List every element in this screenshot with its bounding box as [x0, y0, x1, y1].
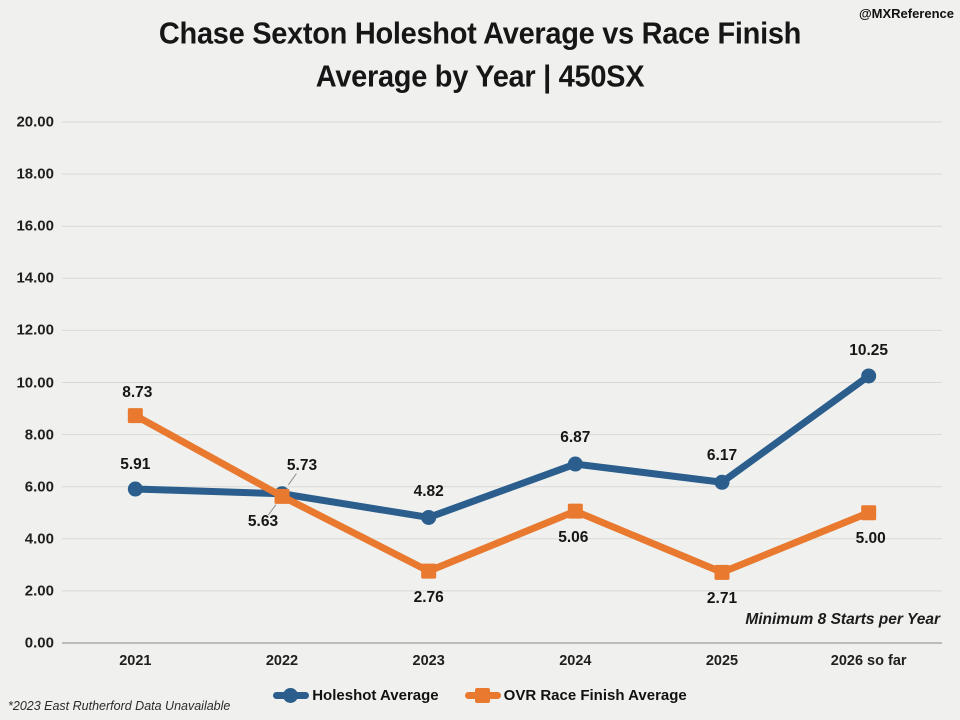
chart-title-line2: Average by Year | 450SX — [315, 60, 645, 94]
square-marker — [714, 564, 730, 580]
legend-label: OVR Race Finish Average — [503, 687, 687, 704]
data-label: 5.06 — [558, 529, 589, 547]
x-axis-category-label: 2025 — [705, 653, 739, 669]
circle-marker — [861, 368, 877, 384]
circle-marker — [714, 474, 730, 490]
data-label: 5.63 — [247, 513, 279, 531]
legend-label: Holeshot Average — [312, 687, 439, 704]
y-axis-tick-label: 2.00 — [24, 582, 54, 600]
data-label: 4.82 — [413, 483, 444, 501]
series-line-holeshot — [131, 372, 873, 521]
legend-marker — [283, 688, 299, 703]
y-axis-tick-label: 8.00 — [24, 426, 54, 444]
circle-legend-swatch-icon — [273, 688, 310, 704]
y-axis-tick-label: 12.00 — [16, 321, 54, 339]
square-legend-swatch-icon — [464, 688, 501, 704]
chart-title: Chase Sexton Holeshot Average vs Race Fi… — [0, 13, 960, 99]
data-label: 6.17 — [706, 447, 738, 465]
series-line-finish — [131, 412, 873, 576]
x-axis-category-label: 2022 — [265, 653, 299, 669]
label-leader-line — [287, 473, 297, 486]
data-label: 2.71 — [706, 590, 738, 608]
watermark: @MXReference — [858, 6, 954, 21]
y-axis-tick-label: 10.00 — [16, 374, 54, 391]
data-label: 10.25 — [849, 341, 889, 359]
legend-item-holeshot: Holeshot Average — [273, 687, 439, 704]
y-axis-tick-label: 20.00 — [16, 113, 54, 131]
square-marker — [421, 563, 437, 579]
chart-title-line1: Chase Sexton Holeshot Average vs Race Fi… — [158, 17, 802, 51]
circle-marker — [567, 456, 583, 472]
data-label: 5.00 — [855, 529, 886, 547]
circle-marker — [127, 481, 143, 497]
circle-marker — [421, 509, 437, 525]
label-leader-line — [267, 504, 277, 516]
y-axis-tick-label: 6.00 — [24, 478, 54, 496]
square-marker — [861, 505, 877, 521]
x-axis-category-label: 2023 — [412, 653, 445, 669]
y-axis-tick-label: 0.00 — [24, 634, 54, 652]
data-label: 2.76 — [413, 589, 444, 607]
y-axis-tick-label: 16.00 — [16, 217, 54, 235]
data-label: 5.73 — [286, 456, 318, 474]
legend-item-finish: OVR Race Finish Average — [464, 687, 687, 704]
square-marker — [567, 503, 583, 519]
legend-marker — [474, 688, 490, 703]
data-label: 6.87 — [560, 429, 591, 447]
data-label: 5.91 — [120, 456, 151, 474]
footnote: *2023 East Rutherford Data Unavailable — [8, 699, 231, 713]
y-axis-tick-label: 18.00 — [16, 165, 54, 183]
square-marker — [127, 408, 143, 424]
y-axis-tick-label: 4.00 — [24, 530, 54, 548]
legend: Holeshot Average OVR Race Finish Average — [0, 687, 960, 704]
y-axis-tick-label: 14.00 — [16, 269, 54, 287]
x-axis-category-label: 2024 — [559, 653, 592, 669]
annotation-min-starts: Minimum 8 Starts per Year — [745, 611, 940, 628]
x-axis-category-label: 2021 — [119, 653, 152, 669]
square-marker — [274, 488, 290, 504]
x-axis-category-label: 2026 so far — [830, 653, 907, 669]
data-label: 8.73 — [122, 383, 153, 401]
